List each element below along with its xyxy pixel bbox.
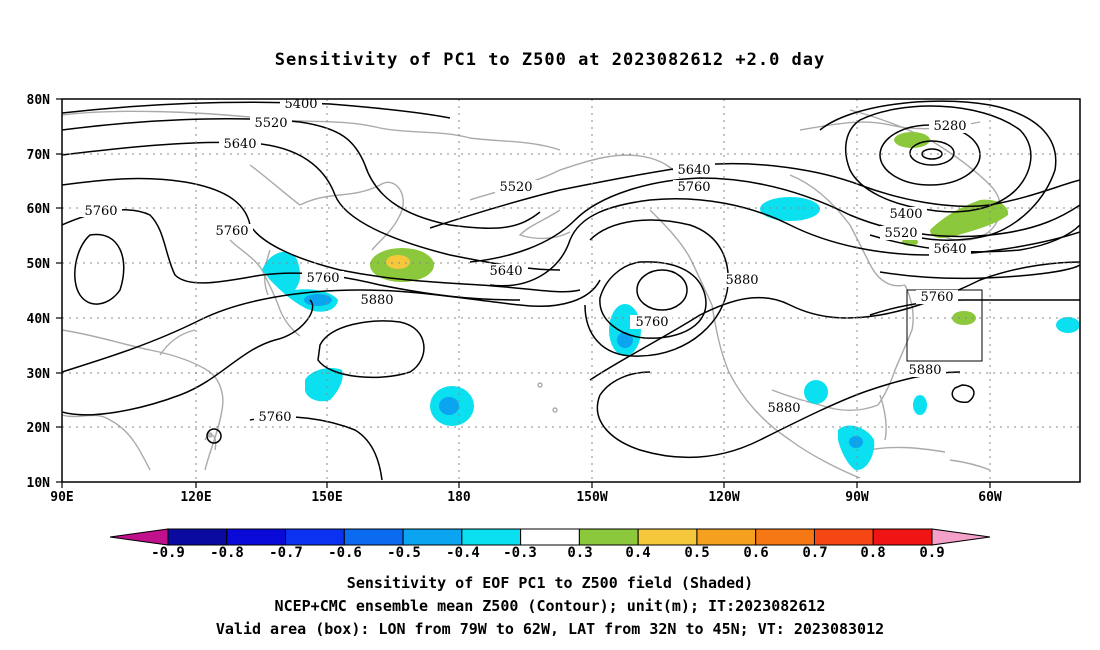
lon-label: 120W bbox=[708, 490, 739, 505]
colorbar-label: 0.4 bbox=[625, 545, 650, 561]
lon-label: 120E bbox=[180, 490, 211, 505]
shade-box-green bbox=[952, 311, 976, 325]
colorbar-segment bbox=[755, 528, 815, 546]
shade-central-pacific-core bbox=[439, 397, 459, 415]
colorbar-segment bbox=[285, 528, 345, 546]
footer-line-2: NCEP+CMC ensemble mean Z500 (Contour); u… bbox=[274, 597, 826, 615]
lat-label: 30N bbox=[27, 367, 51, 382]
contour-label: 5640 bbox=[677, 163, 710, 178]
contour-label: 5520 bbox=[884, 226, 917, 241]
longitude-labels: 90E 120E 150E 180 150W 120W 90W 60W bbox=[50, 490, 1002, 505]
colorbar-segment bbox=[813, 528, 874, 546]
colorbar bbox=[109, 528, 991, 546]
footer-line-3: Valid area (box): LON from 79W to 62W, L… bbox=[215, 620, 885, 638]
shade-gulf-alaska-core bbox=[617, 332, 633, 348]
lat-label: 70N bbox=[27, 148, 51, 163]
colorbar-labels: -0.9 -0.8 -0.7 -0.6 -0.5 -0.4 -0.3 0.3 0… bbox=[151, 545, 945, 561]
colorbar-segment bbox=[520, 528, 580, 546]
colorbar-label: 0.9 bbox=[919, 545, 944, 561]
colorbar-segment bbox=[696, 528, 757, 546]
contour-label: 5760 bbox=[84, 204, 117, 219]
contour-label: 5880 bbox=[725, 273, 758, 288]
contour-label: 5280 bbox=[933, 119, 966, 134]
lat-label: 40N bbox=[27, 312, 51, 327]
lat-label: 20N bbox=[27, 421, 51, 436]
lat-label: 60N bbox=[27, 202, 51, 217]
contour-label: 5520 bbox=[499, 180, 532, 195]
contour-label: 5640 bbox=[223, 137, 256, 152]
colorbar-label: -0.6 bbox=[328, 545, 362, 561]
contour-labels: 5400 5520 5640 5760 5760 5760 5520 5640 … bbox=[80, 97, 971, 425]
colorbar-segment bbox=[637, 528, 698, 546]
lon-label: 180 bbox=[447, 490, 471, 505]
lat-label: 50N bbox=[27, 257, 51, 272]
colorbar-segment bbox=[226, 528, 287, 546]
lat-label: 10N bbox=[27, 476, 51, 491]
footer-line-1: Sensitivity of EOF PC1 to Z500 field (Sh… bbox=[346, 574, 754, 592]
colorbar-label: 0.6 bbox=[743, 545, 768, 561]
colorbar-label: -0.3 bbox=[503, 545, 537, 561]
contour-label: 5760 bbox=[306, 271, 339, 286]
colorbar-label: -0.7 bbox=[269, 545, 303, 561]
colorbar-segment bbox=[343, 528, 404, 546]
lon-label: 60W bbox=[978, 490, 1002, 505]
colorbar-segment bbox=[167, 528, 228, 546]
colorbar-label: -0.8 bbox=[210, 545, 244, 561]
contour-label: 5880 bbox=[360, 293, 393, 308]
map-title: Sensitivity of PC1 to Z500 at 2023082612… bbox=[274, 50, 826, 70]
colorbar-low-arrow bbox=[109, 528, 169, 546]
colorbar-label: -0.5 bbox=[387, 545, 421, 561]
shade-greenland-green bbox=[894, 132, 930, 148]
shade-labrador-green bbox=[930, 199, 1009, 238]
contour-label: 5760 bbox=[677, 180, 710, 195]
lon-label: 150E bbox=[311, 490, 342, 505]
shade-dateline-yellow bbox=[386, 255, 410, 269]
lon-label: 150W bbox=[576, 490, 607, 505]
contour-label: 5400 bbox=[889, 207, 922, 222]
lat-label: 80N bbox=[27, 93, 51, 108]
lon-label: 90W bbox=[845, 490, 869, 505]
contour-label: 5760 bbox=[258, 410, 291, 425]
lon-label: 90E bbox=[50, 490, 73, 505]
contour-label: 5520 bbox=[254, 116, 287, 131]
colorbar-segment bbox=[578, 528, 639, 546]
shade-canada bbox=[760, 197, 820, 221]
contour-label: 5760 bbox=[920, 290, 953, 305]
contour-label: 5880 bbox=[767, 401, 800, 416]
contour-label: 5880 bbox=[908, 363, 941, 378]
plot-frame bbox=[61, 98, 1081, 483]
colorbar-label: -0.9 bbox=[151, 545, 185, 561]
colorbar-label: 0.3 bbox=[567, 545, 592, 561]
contour-label: 5400 bbox=[284, 97, 317, 112]
contour-label: 5640 bbox=[489, 264, 522, 279]
shade-mexico bbox=[804, 380, 828, 404]
colorbar-high-arrow bbox=[931, 528, 991, 546]
shade-kuril-core bbox=[304, 294, 332, 306]
latitude-labels: 80N 70N 60N 50N 40N 30N 20N 10N bbox=[27, 93, 51, 491]
colorbar-label: 0.7 bbox=[802, 545, 827, 561]
shade-atlantic-edge bbox=[1056, 317, 1080, 333]
coastlines bbox=[62, 109, 1002, 479]
shade-gulf-alaska bbox=[609, 304, 641, 356]
colorbar-segment bbox=[872, 528, 933, 546]
colorbar-label: 0.5 bbox=[684, 545, 709, 561]
contour-label: 5640 bbox=[933, 242, 966, 257]
shade-nw-pacific bbox=[305, 368, 343, 402]
colorbar-label: 0.8 bbox=[860, 545, 885, 561]
contour-label: 5760 bbox=[635, 315, 668, 330]
shade-caribbean bbox=[913, 395, 927, 415]
colorbar-segment bbox=[461, 528, 522, 546]
colorbar-segment bbox=[402, 528, 463, 546]
contour-label: 5760 bbox=[215, 224, 248, 239]
colorbar-label: -0.4 bbox=[446, 545, 480, 561]
shade-central-america-core bbox=[849, 436, 863, 448]
axis-ticks bbox=[56, 98, 991, 488]
